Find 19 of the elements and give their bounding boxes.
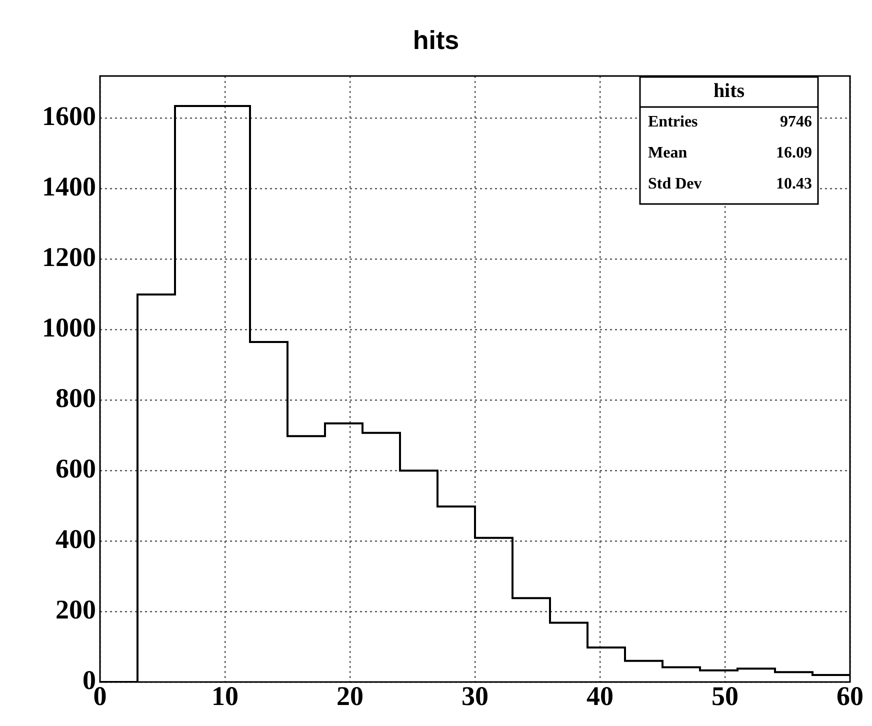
x-tick-label: 60 (836, 681, 864, 712)
x-tick-label: 30 (462, 681, 488, 712)
annotation: hits (713, 80, 745, 102)
y-tick-label: 600 (56, 454, 96, 484)
y-tick-label: 800 (56, 383, 96, 414)
x-tick-label: 10 (212, 681, 238, 712)
y-tick-label: 400 (56, 524, 96, 554)
y-tick-label: 1400 (42, 172, 96, 202)
y-tick-label: 1600 (42, 101, 96, 132)
y-tick-label: 200 (56, 594, 96, 625)
text: Entries 9746 (648, 114, 812, 131)
y-tick-label: 1000 (42, 312, 96, 343)
text: Mean 16.09 (648, 144, 812, 162)
x-tick-label: 40 (586, 681, 614, 712)
text: Std Dev 10.43 (648, 176, 812, 193)
x-tick-label: 20 (336, 681, 364, 712)
x-tick-label: 50 (712, 681, 738, 712)
chart-title: hits (412, 25, 460, 56)
y-tick-label: 1200 (42, 242, 96, 272)
